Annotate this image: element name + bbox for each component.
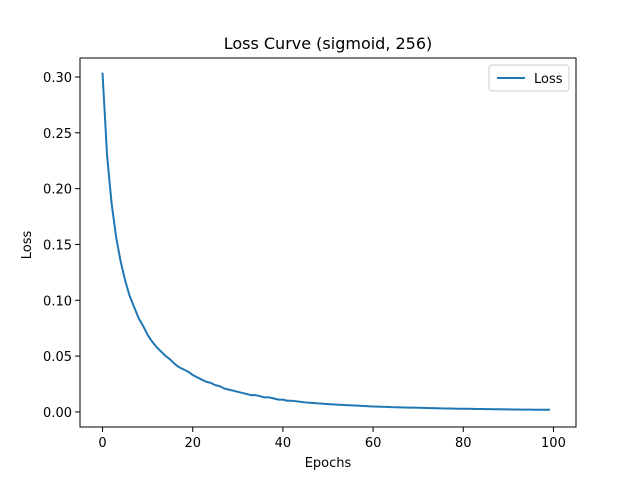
x-tick-label: 0 <box>98 436 106 451</box>
legend-label: Loss <box>534 72 563 87</box>
chart-title: Loss Curve (sigmoid, 256) <box>224 34 433 53</box>
y-tick-label: 0.10 <box>43 294 72 309</box>
series-line-loss <box>101 72 550 411</box>
axes-frame <box>79 57 577 428</box>
x-tick-label: 100 <box>541 436 566 451</box>
y-tick-label: 0.20 <box>43 183 72 198</box>
x-axis-label: Epochs <box>305 456 352 471</box>
y-axis-label: Loss <box>20 231 35 260</box>
x-tick-label: 40 <box>275 436 292 451</box>
y-tick-label: 0.30 <box>43 71 72 86</box>
x-tick-label: 20 <box>184 436 201 451</box>
x-tick-label: 80 <box>455 436 472 451</box>
y-tick-label: 0.00 <box>43 406 72 421</box>
plot-area: 0 20 40 60 80 100 0.00 0.05 0.10 0.15 0.20 0.25 0.30… <box>43 57 577 451</box>
y-tick-label: 0.15 <box>43 238 72 253</box>
legend-box <box>488 64 570 92</box>
x-tick-label: 60 <box>365 436 382 451</box>
y-tick-label: 0.05 <box>43 350 72 365</box>
y-tick-label: 0.25 <box>43 127 72 142</box>
